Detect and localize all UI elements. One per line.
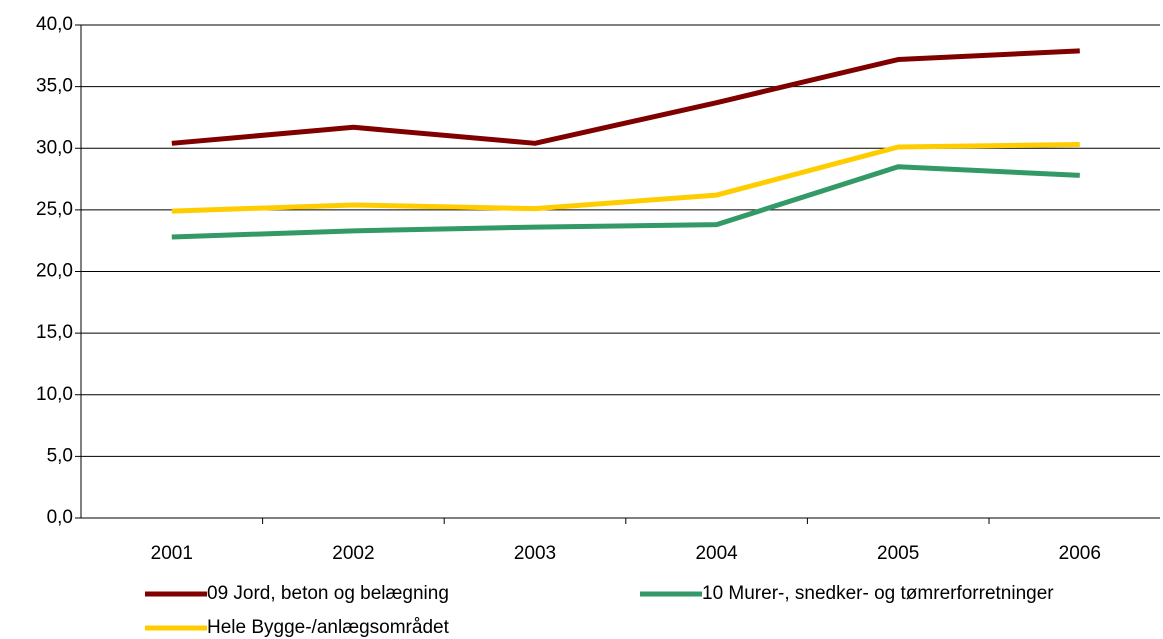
y-tick-label: 40,0 <box>36 14 73 35</box>
series-line <box>171 48 1080 146</box>
y-tick-label: 25,0 <box>36 199 73 220</box>
legend-label: Hele Bygge-/anlægsområdet <box>207 617 450 638</box>
series-line <box>171 142 1080 214</box>
legend-label: 10 Murer-, snedker- og tømrerforretninge… <box>702 583 1054 604</box>
y-tick-label: 0,0 <box>47 507 73 528</box>
x-tick-label: 2003 <box>514 543 556 564</box>
series-line <box>171 164 1080 240</box>
x-tick-label: 2006 <box>1059 543 1101 564</box>
legend-label: 09 Jord, beton og belægning <box>207 583 449 604</box>
y-tick-label: 35,0 <box>36 76 73 97</box>
y-tick-label: 10,0 <box>36 384 73 405</box>
y-tick-label: 15,0 <box>36 322 73 343</box>
x-tick-label: 2001 <box>151 543 193 564</box>
x-tick-label: 2002 <box>332 543 374 564</box>
y-tick-label: 30,0 <box>36 137 73 158</box>
y-tick-label: 20,0 <box>36 261 73 282</box>
x-tick-label: 2005 <box>877 543 919 564</box>
x-tick-label: 2004 <box>695 543 738 564</box>
y-tick-label: 5,0 <box>47 445 73 466</box>
